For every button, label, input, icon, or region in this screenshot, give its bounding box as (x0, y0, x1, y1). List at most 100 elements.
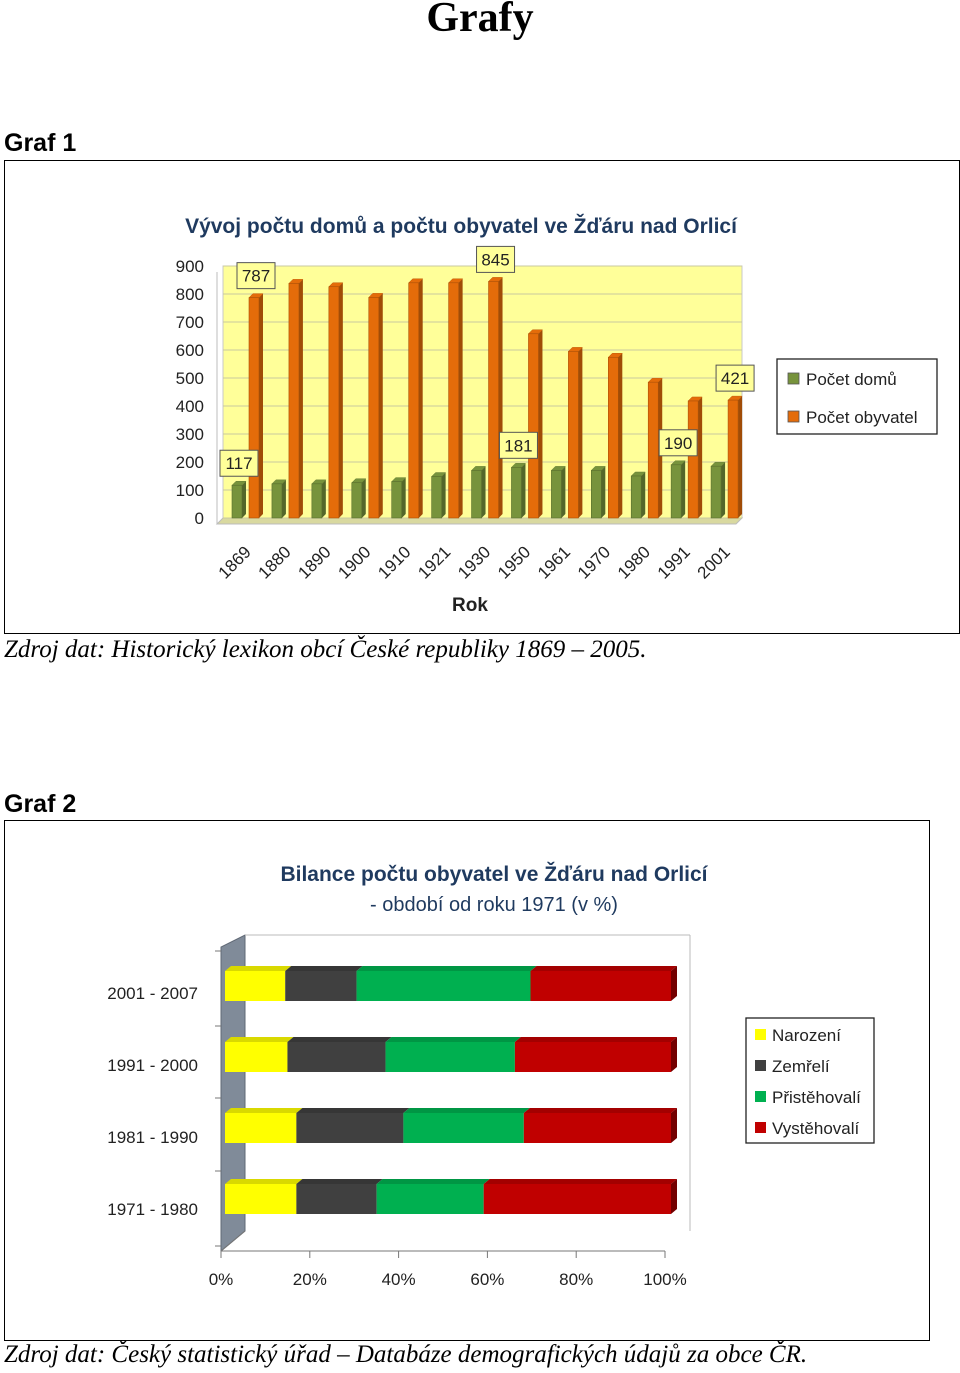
graf1-bar-population-side (338, 282, 343, 518)
graf1-bar-population-side (578, 347, 583, 518)
graf1-legend: Počet domů Počet obyvatel (776, 358, 938, 435)
graf2-bar-vystehovali-side (671, 1108, 677, 1143)
graf1-ytick-label: 900 (176, 257, 204, 276)
graf1-xtick-label: 2001 (694, 542, 734, 582)
graf1-data-label-box (219, 449, 259, 477)
graf2-ytick-label: 1971 - 1980 (107, 1200, 198, 1219)
page-title: Grafy (426, 0, 534, 41)
graf1-bar-population-side (259, 293, 263, 518)
graf1-data-label: 421 (715, 364, 755, 392)
graf1-bar-population (248, 297, 260, 519)
graf2-bar-vystehovali (523, 1113, 671, 1143)
graf1-data-label-text: 117 (225, 454, 252, 473)
graf2-bar-vystehovali (483, 1184, 671, 1214)
graf2-bar-narozeni-top (225, 1179, 303, 1184)
graf1-bar-population-side (618, 353, 623, 518)
graf1-xtick-label: 1869 (215, 542, 255, 582)
graf1-data-label: 190 (658, 429, 698, 457)
graf2-bar-pristehovali-top (356, 966, 537, 971)
graf1-xtick-label: 1970 (574, 542, 614, 582)
graf2-legend-swatch (755, 1091, 766, 1102)
graf2-bar-vystehovali-top (523, 1108, 677, 1113)
graf1-bar-houses (351, 482, 363, 519)
graf1-bar-houses-side (561, 466, 566, 518)
graf1-title: Vývoj počtu domů a počtu obyvatel ve Žďá… (185, 214, 738, 238)
graf1-bar-houses-side (521, 463, 526, 518)
graf1-data-label: 845 (476, 245, 516, 273)
graf1-bar-houses (231, 484, 243, 519)
graf2-legend-swatch (755, 1060, 766, 1071)
graf1-legend-label: Počet obyvatel (806, 408, 918, 427)
graf1-bar-population-side (698, 396, 703, 518)
graf2-xtick-label: 20% (293, 1270, 327, 1289)
graf1-bar-houses (391, 481, 402, 519)
graf2-bar-vystehovali-top (483, 1179, 677, 1184)
graf1-xtick-label: 1910 (374, 542, 414, 582)
graf2-legend-swatch (755, 1122, 766, 1133)
graf2-bar-vystehovali-side (671, 1179, 677, 1214)
graf1-ytick-label: 400 (176, 397, 204, 416)
graf2-bar-pristehovali (356, 971, 531, 1001)
graf2-heading: Graf 2 (4, 790, 77, 818)
graf1-xtick-label: 1961 (534, 542, 574, 582)
graf1-xtick-label: 1991 (654, 542, 694, 582)
graf1-ytick-label: 200 (176, 453, 204, 472)
graf1-bar-houses-side (721, 462, 726, 518)
graf2-bar-narozeni (225, 971, 286, 1001)
graf2-bar-pristehovali-top (376, 1179, 490, 1184)
graf1-data-label-text: 190 (664, 434, 692, 453)
graf1-bar-population-side (418, 278, 423, 518)
graf1-bar-population (448, 282, 459, 519)
graf2-bar-vystehovali-side (671, 1037, 677, 1072)
graf1-bar-population-side (498, 277, 503, 518)
graf2-legend-swatch (755, 1029, 766, 1040)
graf1-bar-houses (511, 467, 522, 519)
graf1-bar-houses-side (321, 479, 326, 518)
graf2-bar-vystehovali (514, 1042, 671, 1072)
graf1-bar-houses-side (481, 466, 486, 518)
graf1-bar-houses-side (601, 466, 606, 518)
graf1-legend-box (776, 358, 938, 435)
graf1-bar-population-side (538, 329, 543, 518)
graf2-bar-vystehovali-top (514, 1037, 677, 1042)
graf1-bar-population-side (378, 293, 383, 518)
graf2-bar-pristehovali (376, 1184, 484, 1214)
graf2-ytick-label: 2001 - 2007 (107, 984, 198, 1003)
graf1-bar-houses-side (641, 472, 646, 518)
graf1-data-label-text: 787 (242, 267, 270, 286)
graf2-xtick-label: 60% (470, 1270, 504, 1289)
graf2-bar-zemreli-top (296, 1179, 383, 1184)
graf1-bar-population (328, 286, 340, 519)
graf2-bar-narozeni (225, 1113, 297, 1143)
graf1-bar-houses (591, 470, 602, 519)
graf1-bar-houses-side (681, 460, 686, 518)
graf1-bar-population (368, 297, 380, 519)
graf1-data-label: 117 (219, 449, 259, 477)
graf1-bar-houses (630, 475, 642, 519)
graf1-bar-houses (271, 483, 283, 519)
graf2-xtick-label: 80% (559, 1270, 593, 1289)
graf2-chart: Bilance počtu obyvatel ve Žďáru nad Orli… (107, 862, 875, 1289)
graf1-bar-population (528, 333, 539, 519)
graf1-bar-population-side (738, 396, 743, 518)
graf2-bar-narozeni-top (225, 966, 292, 971)
graf1-ytick-label: 700 (176, 313, 204, 332)
graf1-xtick-label: 1880 (255, 542, 295, 582)
graf1-ytick-label: 800 (176, 285, 204, 304)
graf1-bar-population (288, 283, 300, 519)
graf2-legend-label: Vystěhovalí (772, 1119, 860, 1138)
graf1-legend-swatch (787, 410, 800, 423)
graf1-x-axis-title: Rok (452, 595, 488, 616)
graf1-ytick-label: 0 (195, 509, 204, 528)
graf1-bar-houses (551, 470, 562, 519)
graf2-bar-zemreli (287, 1042, 386, 1072)
graf2-bar-narozeni-top (225, 1108, 303, 1113)
graf1-bar-houses-side (242, 481, 246, 518)
graf2-legend-label: Zemřelí (772, 1057, 830, 1076)
graf2-legend-label: Přistěhovalí (772, 1088, 861, 1107)
graf2-bar-zemreli (296, 1184, 377, 1214)
graf1-data-label-box (498, 431, 538, 459)
graf2-xtick-label: 40% (382, 1270, 416, 1289)
graf1-bar-houses (431, 476, 442, 519)
graf1-bar-houses (471, 470, 482, 519)
